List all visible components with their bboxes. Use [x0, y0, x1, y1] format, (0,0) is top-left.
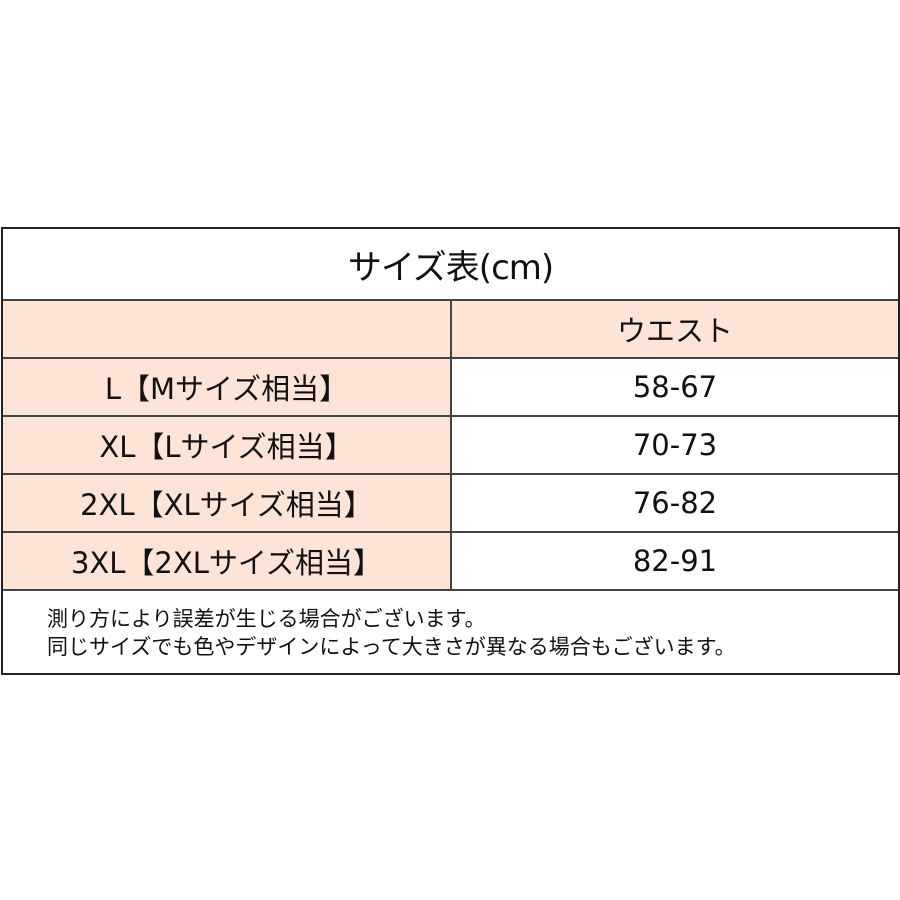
size-cell: L【Mサイズ相当】 — [3, 359, 452, 415]
header-waist-cell: ウエスト — [452, 301, 898, 357]
table-row: XL【Lサイズ相当】 70-73 — [3, 417, 898, 475]
waist-cell: 82-91 — [632, 544, 718, 578]
size-cell: 2XL【XLサイズ相当】 — [3, 475, 452, 531]
size-cell: 3XL【2XLサイズ相当】 — [3, 533, 452, 589]
header-size-cell — [3, 301, 452, 357]
header-row: ウエスト — [3, 301, 898, 359]
table-row: 2XL【XLサイズ相当】 76-82 — [3, 475, 898, 533]
table-row: 3XL【2XLサイズ相当】 82-91 — [3, 533, 898, 591]
table-title: サイズ表(cm) — [3, 229, 898, 301]
note-line: 同じサイズでも色やデザインによって大きさが異なる場合もございます。 — [47, 635, 736, 659]
waist-cell: 76-82 — [632, 486, 718, 520]
table-row: L【Mサイズ相当】 58-67 — [3, 359, 898, 417]
size-table: サイズ表(cm) ウエスト L【Mサイズ相当】 58-67 XL【Lサイズ相当】… — [1, 227, 900, 675]
note-line: 測り方により誤差が生じる場合がございます。 — [47, 607, 486, 631]
notes: 測り方により誤差が生じる場合がございます。 同じサイズでも色やデザインによって大… — [3, 591, 898, 661]
waist-cell: 70-73 — [632, 428, 718, 462]
size-cell: XL【Lサイズ相当】 — [3, 417, 452, 473]
waist-cell: 58-67 — [632, 370, 718, 404]
